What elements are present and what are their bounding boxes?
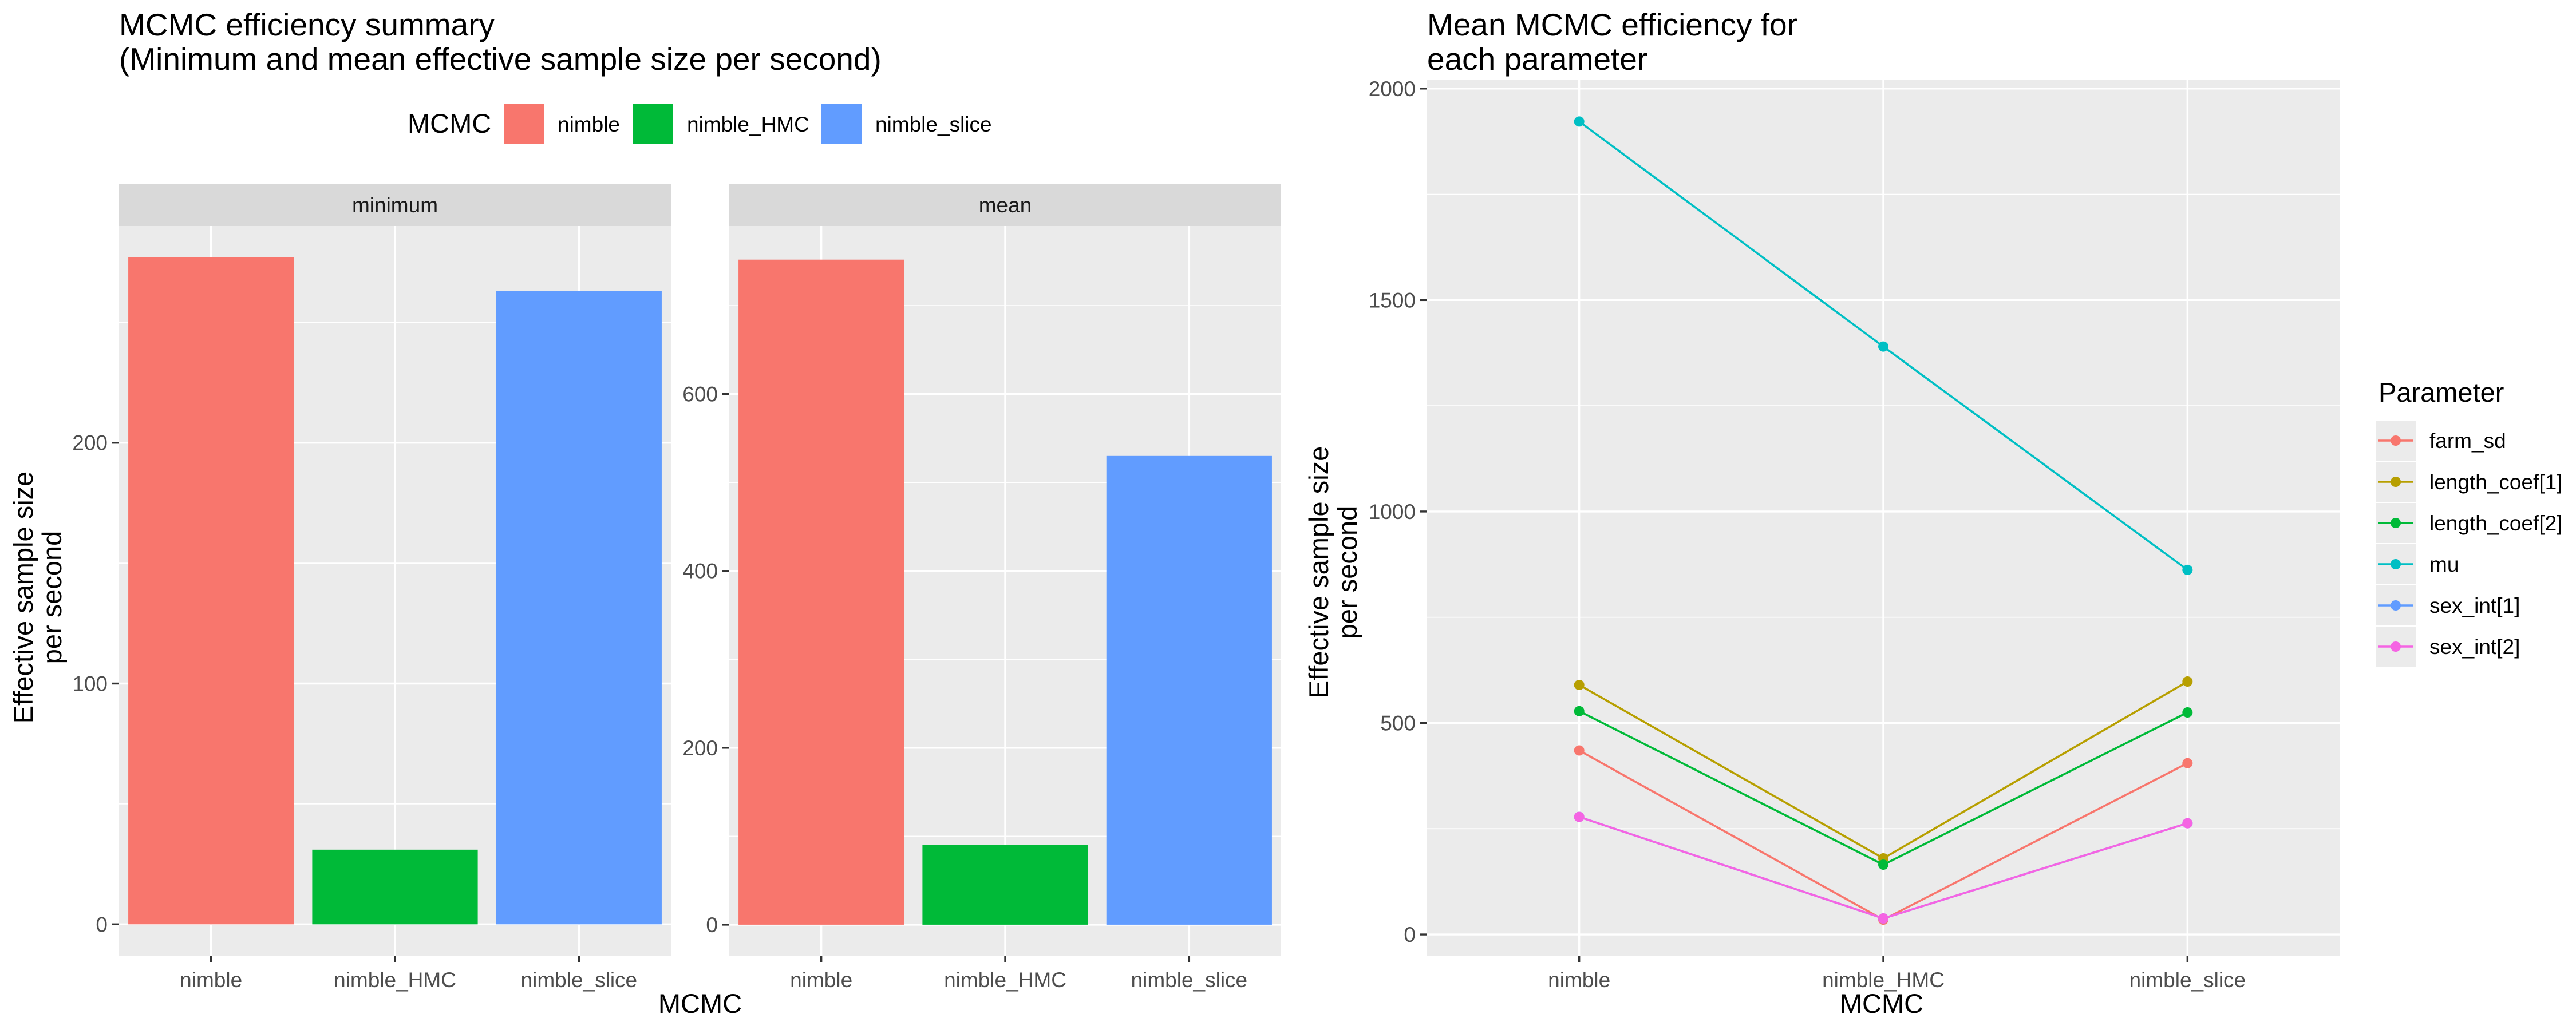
- right-xlabel: MCMC: [1840, 988, 1923, 1019]
- point-mu-nimble-slice: [2182, 564, 2193, 575]
- legend-label-nimble: nimble: [558, 113, 620, 136]
- point-sex-int-2-nimble: [1574, 811, 1585, 822]
- point-sex-int-2-nimble-slice: [2182, 818, 2193, 829]
- facet-strip-minimum: [119, 184, 671, 226]
- right-ylabel-line1: Effective sample size: [1303, 446, 1334, 699]
- left-title-line2: (Minimum and mean effective sample size …: [119, 41, 882, 77]
- y-tick-label: 0: [1404, 923, 1416, 946]
- facet-strip-mean: [729, 184, 1281, 226]
- legend-key-nimble: [504, 104, 544, 144]
- parameter-legend-title: Parameter: [2379, 377, 2504, 407]
- legend-key-point-length-coef-1: [2391, 477, 2401, 487]
- bar-nimble-slice: [496, 291, 662, 925]
- point-length-coef-1-nimble: [1574, 679, 1585, 690]
- y-tick-label: 200: [682, 736, 718, 760]
- point-sex-int-2-nimble-hmc: [1878, 913, 1888, 924]
- x-tick-label-nimble: nimble: [790, 968, 852, 992]
- left-ylabel-line2: per second: [37, 531, 67, 664]
- point-farm-sd-nimble-slice: [2182, 758, 2193, 768]
- legend-label-nimble-slice: nimble_slice: [875, 113, 992, 136]
- left-legend-title: MCMC: [408, 108, 491, 138]
- legend-label-mu: mu: [2429, 553, 2459, 576]
- right-figure: Mean MCMC efficiency for each parameter …: [1303, 7, 2562, 1019]
- bar-nimble-hmc: [922, 845, 1088, 925]
- legend-key-nimble-slice: [821, 104, 862, 144]
- line-panel: 0 500 1000 1500 2000 nimble nimble_HMC nimble_s…: [1369, 77, 2340, 992]
- y-tick-label: 400: [682, 560, 718, 583]
- facet-panel-mean: 0 200 400 600 nimble nimble_HMC nimble_slice: [682, 226, 1281, 992]
- right-ylabel-line2: per second: [1332, 506, 1362, 639]
- point-farm-sd-nimble: [1574, 745, 1585, 756]
- y-tick-label: 0: [706, 913, 718, 937]
- x-tick-label-nimble-slice: nimble_slice: [2129, 968, 2246, 992]
- y-tick-label: 600: [682, 383, 718, 406]
- facet-label-minimum: minimum: [352, 193, 438, 217]
- y-tick-label: 1000: [1369, 500, 1416, 524]
- bar-nimble: [128, 257, 294, 925]
- point-mu-nimble-hmc: [1878, 341, 1888, 352]
- legend-key-point-farm-sd: [2391, 435, 2401, 446]
- y-tick-label: 100: [72, 672, 108, 696]
- legend-label-nimble-hmc: nimble_HMC: [687, 113, 809, 136]
- point-length-coef-1-nimble-slice: [2182, 676, 2193, 687]
- point-length-coef-2-nimble-hmc: [1878, 859, 1888, 870]
- legend-label-farm-sd: farm_sd: [2429, 429, 2506, 453]
- x-tick-label-nimble: nimble: [180, 968, 242, 992]
- legend-label-length-coef-2: length_coef[2]: [2429, 512, 2562, 535]
- parameter-legend: Parameter farm_sd length_coef[1] length_co…: [2376, 377, 2562, 667]
- x-tick-label-nimble-slice: nimble_slice: [1131, 968, 1248, 992]
- left-legend: MCMC nimble nimble_HMC nimble_slice: [408, 104, 992, 144]
- y-tick-label: 500: [1380, 711, 1416, 735]
- point-length-coef-2-nimble-slice: [2182, 707, 2193, 718]
- legend-label-sex-int-2: sex_int[2]: [2429, 635, 2520, 659]
- left-xlabel: MCMC: [658, 988, 742, 1019]
- x-tick-label-nimble-slice: nimble_slice: [521, 968, 638, 992]
- legend-key-point-length-coef-2: [2391, 518, 2401, 528]
- y-tick-label: 0: [96, 913, 108, 936]
- point-length-coef-2-nimble: [1574, 706, 1585, 716]
- legend-key-point-sex-int-1: [2391, 600, 2401, 611]
- facet-label-mean: mean: [979, 193, 1032, 217]
- bar-nimble-slice: [1106, 455, 1272, 925]
- left-ylabel-line1: Effective sample size: [8, 472, 38, 724]
- left-title-line1: MCMC efficiency summary: [119, 7, 495, 42]
- x-tick-label-nimble-hmc: nimble_HMC: [334, 968, 456, 992]
- x-tick-label-nimble-hmc: nimble_HMC: [1822, 968, 1945, 992]
- x-tick-label-nimble: nimble: [1548, 968, 1610, 992]
- bar-nimble-hmc: [312, 849, 478, 925]
- legend-label-sex-int-1: sex_int[1]: [2429, 594, 2520, 617]
- x-tick-label-nimble-hmc: nimble_HMC: [944, 968, 1066, 992]
- facet-panel-minimum: 0 100 200 nimble nimble_HMC nimble_slice: [72, 226, 671, 992]
- y-tick-label: 200: [72, 431, 108, 455]
- point-mu-nimble: [1574, 116, 1585, 127]
- y-tick-label: 2000: [1369, 77, 1416, 101]
- left-figure: MCMC efficiency summary (Minimum and mea…: [8, 7, 1281, 1019]
- legend-key-point-sex-int-2: [2391, 641, 2401, 652]
- legend-label-length-coef-1: length_coef[1]: [2429, 470, 2562, 494]
- right-title-line2: each parameter: [1427, 41, 1647, 77]
- legend-key-nimble-hmc: [633, 104, 673, 144]
- bar-nimble: [738, 259, 904, 925]
- legend-key-point-mu: [2391, 559, 2401, 569]
- y-tick-label: 1500: [1369, 288, 1416, 312]
- right-title-line1: Mean MCMC efficiency for: [1427, 7, 1797, 42]
